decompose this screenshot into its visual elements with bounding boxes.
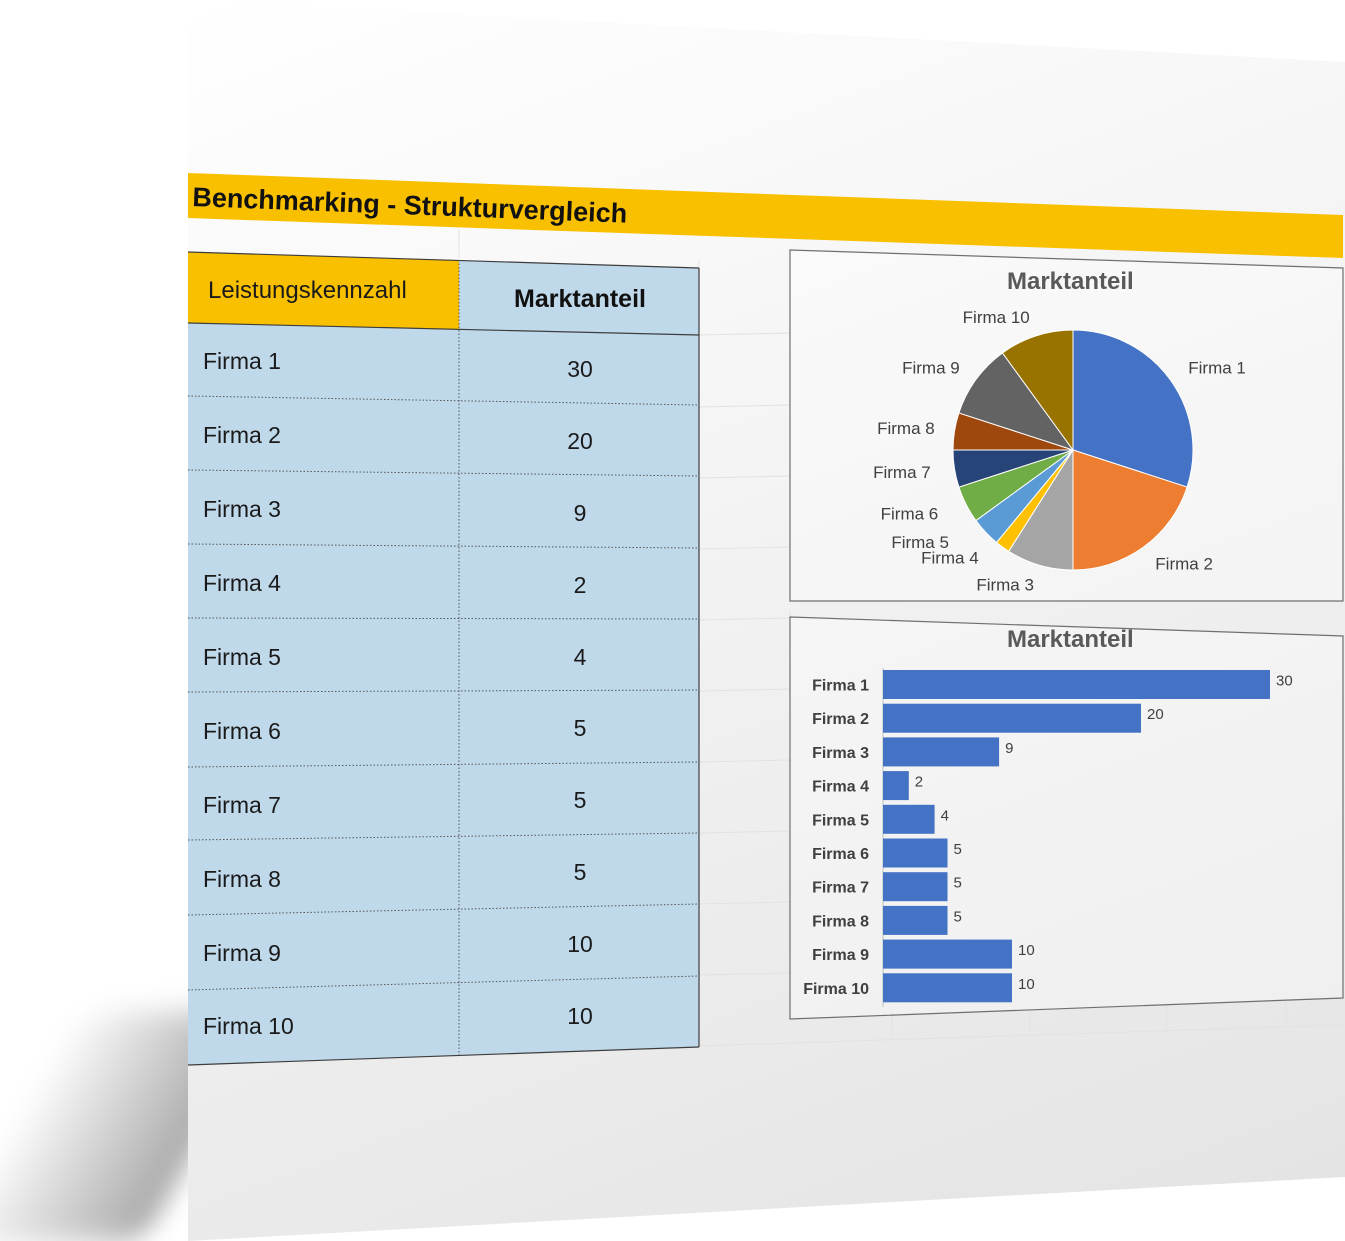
- bar-category-label-6: Firma 6: [812, 846, 869, 863]
- pie-label-7: Firma 7: [873, 463, 931, 482]
- row-label-1: Firma 1: [203, 348, 281, 374]
- row-value-7: 5: [573, 787, 587, 813]
- pie-label-8: Firma 8: [877, 419, 935, 438]
- bar-category-label-5: Firma 5: [812, 812, 869, 829]
- bar-value-label-10: 10: [1018, 976, 1035, 993]
- bar-1: [883, 670, 1270, 699]
- bar-9: [883, 939, 1012, 969]
- bar-value-label-7: 5: [954, 875, 962, 892]
- pie-label-5: Firma 5: [891, 533, 949, 552]
- row-label-8: Firma 8: [203, 866, 281, 892]
- bar-10: [883, 973, 1012, 1003]
- bar-8: [883, 905, 948, 935]
- pie-label-2: Firma 2: [1155, 554, 1213, 573]
- row-value-6: 5: [573, 715, 587, 741]
- bar-value-label-4: 2: [915, 774, 923, 791]
- pie-slice-10: [1001, 329, 1074, 452]
- bar-value-label-5: 4: [941, 807, 949, 824]
- bar-value-label-8: 5: [954, 908, 962, 925]
- row-label-10: Firma 10: [203, 1013, 294, 1039]
- bar-category-label-10: Firma 10: [803, 981, 869, 998]
- bar-category-label-8: Firma 8: [812, 913, 869, 930]
- bar-category-label-1: Firma 1: [812, 678, 869, 695]
- bar-value-label-1: 30: [1276, 673, 1293, 690]
- row-value-1: 30: [567, 356, 593, 382]
- bar-category-label-3: Firma 3: [812, 745, 869, 762]
- row-value-4: 2: [573, 572, 587, 598]
- row-label-2: Firma 2: [203, 422, 281, 448]
- bar-6: [883, 838, 948, 868]
- bar-category-label-9: Firma 9: [812, 947, 869, 964]
- bar-category-label-7: Firma 7: [812, 880, 869, 897]
- row-value-8: 5: [573, 859, 587, 885]
- bar-2: [883, 703, 1141, 733]
- row-label-5: Firma 5: [203, 644, 281, 670]
- row-label-9: Firma 9: [203, 940, 281, 966]
- row-label-3: Firma 3: [203, 496, 281, 522]
- bar-7: [883, 872, 948, 902]
- pie-label-10: Firma 10: [963, 308, 1030, 327]
- row-value-2: 20: [567, 428, 593, 454]
- pie-label-1: Firma 1: [1188, 359, 1246, 378]
- bar-chart-title: Marktanteil: [1007, 626, 1134, 653]
- row-value-10: 10: [567, 1003, 593, 1029]
- row-value-5: 4: [573, 644, 587, 670]
- bar-category-label-4: Firma 4: [812, 779, 869, 796]
- row-label-7: Firma 7: [203, 792, 281, 818]
- bar-4: [883, 771, 909, 801]
- pie-label-6: Firma 6: [881, 505, 939, 524]
- bar-value-label-9: 10: [1018, 942, 1035, 959]
- bar-value-label-2: 20: [1147, 706, 1164, 723]
- pie-slice-9: [958, 352, 1075, 451]
- row-value-3: 9: [573, 500, 587, 526]
- pie-slice-1: [1072, 329, 1194, 488]
- table-header-label: Leistungskennzahl: [208, 277, 407, 304]
- pie-slice-2: [1072, 449, 1188, 571]
- row-label-6: Firma 6: [203, 718, 281, 744]
- bar-category-label-2: Firma 2: [812, 711, 869, 728]
- pie-label-4: Firma 4: [921, 548, 979, 567]
- bar-5: [883, 804, 935, 834]
- pie-label-3: Firma 3: [976, 575, 1034, 594]
- bar-3: [883, 737, 1000, 767]
- pie-label-9: Firma 9: [902, 359, 960, 378]
- pie-chart-title: Marktanteil: [1007, 268, 1134, 295]
- bar-value-label-6: 5: [954, 841, 962, 858]
- row-label-4: Firma 4: [203, 570, 281, 596]
- bar-value-label-3: 9: [1005, 740, 1013, 757]
- table-header-value: Marktanteil: [514, 285, 646, 313]
- row-value-9: 10: [567, 931, 593, 957]
